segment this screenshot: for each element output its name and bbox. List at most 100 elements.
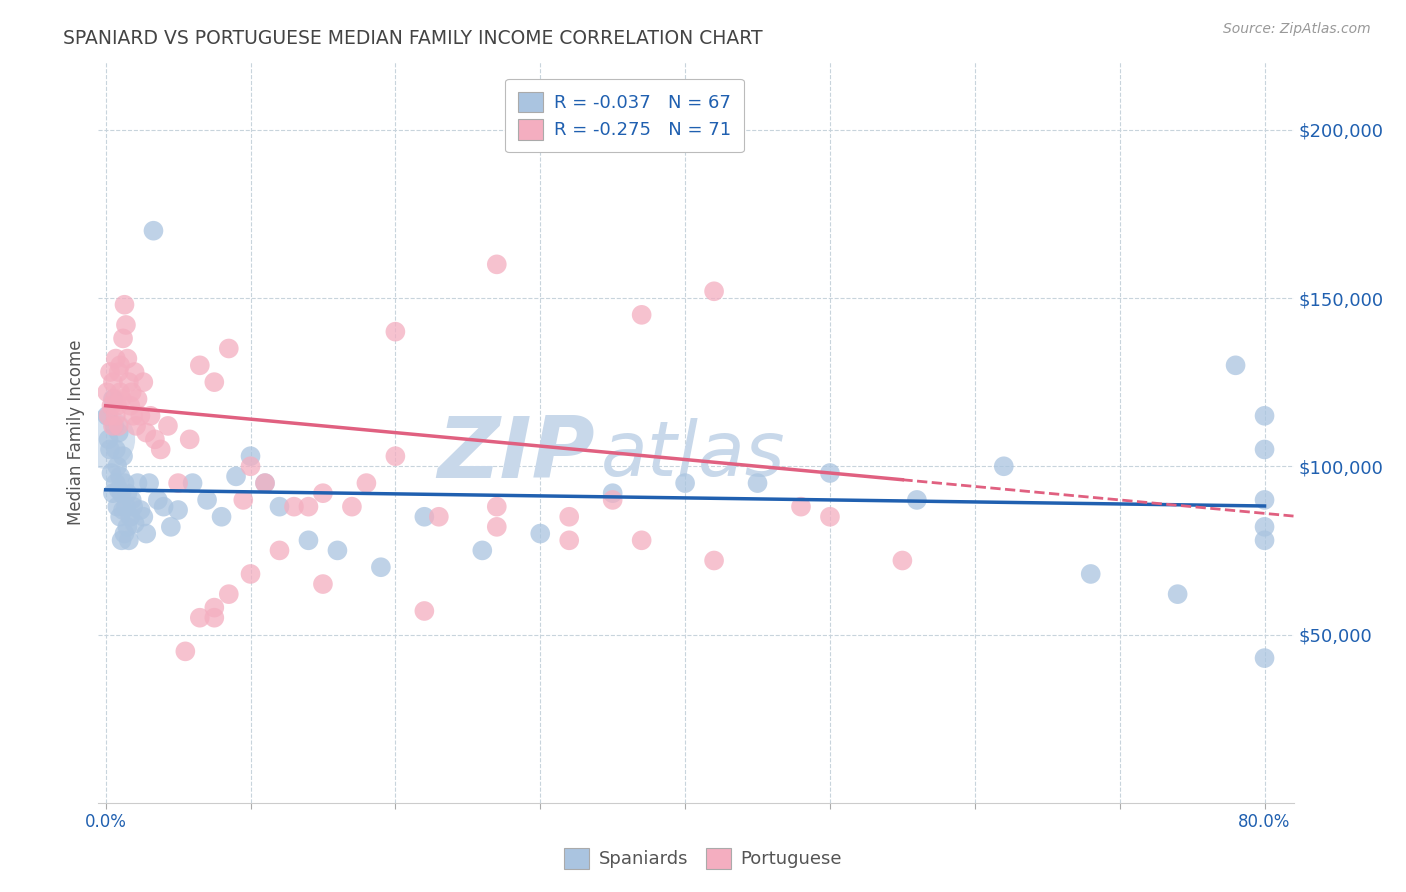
Point xyxy=(312,486,335,500)
Y-axis label: Median Family Income: Median Family Income xyxy=(67,340,86,525)
Point xyxy=(107,425,129,440)
Point xyxy=(103,392,125,406)
Point xyxy=(118,375,141,389)
Point xyxy=(107,365,129,379)
Point xyxy=(149,442,172,457)
Point xyxy=(188,610,211,624)
Point xyxy=(105,500,128,514)
Point xyxy=(101,418,124,433)
Point xyxy=(1080,566,1102,581)
Point xyxy=(202,375,225,389)
Point xyxy=(558,509,581,524)
Point xyxy=(98,442,121,457)
Point xyxy=(96,385,118,400)
Point xyxy=(127,476,149,491)
Point xyxy=(132,375,155,389)
Point xyxy=(413,604,436,618)
Point xyxy=(94,433,117,447)
Point xyxy=(101,392,124,406)
Point xyxy=(529,526,551,541)
Point xyxy=(104,409,127,423)
Point xyxy=(202,600,225,615)
Point xyxy=(152,500,174,514)
Point xyxy=(129,409,152,423)
Point xyxy=(818,466,841,480)
Point xyxy=(110,486,132,500)
Point xyxy=(104,476,127,491)
Point xyxy=(370,560,392,574)
Point xyxy=(413,509,436,524)
Point xyxy=(139,409,162,423)
Point xyxy=(112,503,135,517)
Point xyxy=(135,425,157,440)
Point xyxy=(156,418,179,433)
Point xyxy=(129,503,152,517)
Point xyxy=(485,500,508,514)
Point xyxy=(673,476,696,491)
Point xyxy=(135,526,157,541)
Point xyxy=(121,492,143,507)
Point xyxy=(1253,442,1275,457)
Point xyxy=(107,418,129,433)
Point xyxy=(100,399,122,413)
Point xyxy=(818,509,841,524)
Point xyxy=(117,520,139,534)
Point xyxy=(1253,533,1275,548)
Point xyxy=(98,365,121,379)
Point xyxy=(891,553,914,567)
Point xyxy=(253,476,276,491)
Point xyxy=(107,483,129,497)
Point xyxy=(121,385,143,400)
Point xyxy=(104,442,127,457)
Point xyxy=(225,469,247,483)
Point xyxy=(312,577,335,591)
Point xyxy=(485,257,508,271)
Text: Source: ZipAtlas.com: Source: ZipAtlas.com xyxy=(1223,22,1371,37)
Point xyxy=(160,520,183,534)
Point xyxy=(104,351,127,366)
Point xyxy=(1253,520,1275,534)
Point xyxy=(108,385,131,400)
Point xyxy=(101,486,124,500)
Point xyxy=(124,516,146,531)
Point xyxy=(239,459,262,474)
Point xyxy=(269,543,291,558)
Point xyxy=(112,449,135,463)
Point xyxy=(96,409,118,423)
Point xyxy=(218,342,240,356)
Point xyxy=(747,476,769,491)
Point xyxy=(993,459,1015,474)
Point xyxy=(105,459,128,474)
Point xyxy=(1253,651,1275,665)
Point xyxy=(195,492,218,507)
Point xyxy=(179,433,201,447)
Point xyxy=(630,533,652,548)
Legend: Spaniards, Portuguese: Spaniards, Portuguese xyxy=(557,840,849,876)
Point xyxy=(1253,409,1275,423)
Point xyxy=(630,308,652,322)
Point xyxy=(602,486,624,500)
Point xyxy=(110,392,132,406)
Point xyxy=(297,500,319,514)
Point xyxy=(384,449,406,463)
Point xyxy=(114,526,136,541)
Point xyxy=(218,587,240,601)
Point xyxy=(356,476,378,491)
Point xyxy=(115,500,138,514)
Point xyxy=(103,418,125,433)
Point xyxy=(326,543,349,558)
Point xyxy=(558,533,581,548)
Point xyxy=(124,365,146,379)
Point xyxy=(100,466,122,480)
Point xyxy=(143,433,166,447)
Point xyxy=(181,476,204,491)
Point xyxy=(122,500,145,514)
Point xyxy=(122,409,145,423)
Point xyxy=(703,553,725,567)
Point xyxy=(97,409,120,423)
Point xyxy=(297,533,319,548)
Point xyxy=(427,509,450,524)
Point xyxy=(115,318,138,332)
Point xyxy=(114,298,136,312)
Point xyxy=(790,500,813,514)
